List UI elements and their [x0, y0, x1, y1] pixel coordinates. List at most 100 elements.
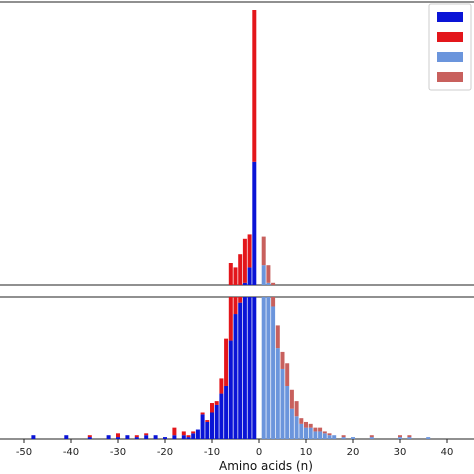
bar-pos-stack-x30-lower: [398, 435, 402, 438]
bar-pos-stack-x32-lower: [407, 435, 412, 438]
upper-panel: [0, 1, 474, 286]
legend-swatch-3: [437, 52, 463, 62]
bar-pos-stack-x5-lower: [280, 351, 285, 369]
legend-swatch-4: [437, 72, 463, 82]
bar-pos-base-x32-lower: [407, 437, 412, 439]
bar-neg-base-x-11-lower: [205, 421, 210, 439]
bar-neg-base-x-1-lower: [252, 297, 257, 439]
bar-neg-base-x-4-lower: [238, 302, 243, 439]
bar-pos-base-x9-lower: [299, 423, 304, 439]
bar-neg-stack-x-8-lower: [219, 378, 224, 394]
bar-neg-base-x-15-lower: [186, 437, 191, 439]
bar-pos-base-x18-lower: [341, 437, 346, 439]
lower-panel-bars: [31, 297, 431, 439]
bar-pos-stack-x12-lower: [313, 427, 318, 432]
x-axis-label: Amino acids (n): [219, 459, 313, 473]
bar-neg-base-x-7-lower: [224, 385, 229, 439]
bar-neg-stack-x-3-upper: [242, 238, 247, 283]
bar-pos-base-x7-lower: [289, 408, 294, 439]
bar-neg-base-x-26-lower: [134, 437, 139, 439]
bar-neg-stack-x-1-upper: [252, 10, 257, 162]
x-tick-label: -20: [157, 447, 173, 458]
bar-neg-base-x-3-lower: [242, 297, 247, 439]
bar-pos-stack-x7-lower: [289, 389, 294, 409]
bar-neg-stack-x-11-lower: [205, 420, 210, 422]
bar-neg-stack-x-14-lower: [191, 431, 196, 434]
bar-pos-stack-x14-lower: [322, 431, 327, 434]
bar-pos-base-x6-lower: [285, 385, 290, 439]
bar-pos-stack-x8-lower: [294, 401, 299, 417]
bar-neg-base-x-32-lower: [106, 435, 111, 439]
bar-pos-stack-x10-lower: [304, 421, 308, 428]
bar-neg-base-x-28-lower: [125, 435, 130, 439]
bar-neg-stack-x-6-lower: [228, 297, 233, 341]
bar-neg-base-x-22-lower: [153, 435, 158, 439]
bar-pos-stack-x6-lower: [285, 363, 290, 386]
bar-pos-base-x2-lower: [266, 297, 271, 439]
bar-pos-base-x14-lower: [322, 433, 327, 439]
legend-swatch-2: [437, 32, 463, 42]
bar-pos-stack-x2-upper: [266, 265, 271, 283]
bar-pos-base-x12-lower: [313, 431, 318, 439]
x-axis-ticks: -50 -40 -30 -20 -10 0 10 20 30 40: [16, 439, 453, 458]
x-tick-label: 0: [256, 447, 262, 458]
bar-pos-stack-x24-lower: [369, 435, 374, 438]
bar-neg-stack-x-5-lower: [233, 297, 238, 315]
bar-neg-stack-x-10-lower: [210, 403, 214, 413]
bar-neg-stack-x-18-lower: [172, 427, 177, 436]
bar-neg-base-x-6-lower: [228, 340, 233, 439]
bar-pos-base-x10-lower: [304, 427, 308, 439]
bar-neg-stack-x-6-upper: [228, 263, 233, 285]
bar-pos-stack-x3-upper: [271, 282, 276, 285]
bar-neg-base-x-2-upper: [247, 267, 252, 285]
bar-neg-base-x-36-lower: [87, 437, 92, 439]
bar-pos-base-x20-lower: [351, 437, 355, 439]
legend-swatch-1: [437, 12, 463, 22]
bar-pos-base-x1-upper: [261, 265, 266, 285]
bar-neg-base-x-3-upper: [242, 282, 247, 285]
bar-pos-base-x5-lower: [280, 368, 285, 439]
bar-neg-base-x-12-lower: [200, 414, 205, 439]
x-tick-label: -10: [204, 447, 220, 458]
bar-neg-stack-x-5-upper: [233, 267, 238, 285]
bar-neg-base-x-1-upper: [252, 161, 257, 285]
bar-pos-stack-x13-lower: [318, 427, 323, 432]
bar-pos-base-x30-lower: [398, 437, 402, 439]
bar-pos-base-x4-lower: [275, 348, 280, 439]
x-tick-label: 30: [394, 447, 407, 458]
x-tick-label: 20: [347, 447, 360, 458]
bar-neg-stack-x-2-upper: [247, 234, 252, 268]
bar-pos-base-x13-lower: [318, 431, 323, 439]
bar-neg-stack-x-15-lower: [186, 435, 191, 438]
bar-neg-base-x-8-lower: [219, 393, 224, 439]
bar-neg-base-x-16-lower: [181, 435, 186, 439]
bar-neg-base-x-13-lower: [195, 429, 200, 439]
bar-neg-stack-x-16-lower: [181, 431, 186, 436]
bar-neg-base-x-30-lower: [116, 437, 120, 439]
bar-pos-stack-x18-lower: [341, 435, 346, 438]
bar-neg-base-x-5-lower: [233, 314, 238, 439]
bar-pos-base-x3-lower: [271, 306, 276, 439]
bar-neg-stack-x-26-lower: [134, 435, 139, 438]
bar-neg-stack-x-36-lower: [87, 435, 92, 438]
legend-box: [428, 3, 472, 91]
bar-pos-stack-x15-lower: [327, 433, 332, 436]
bar-neg-stack-x-4-upper: [238, 254, 243, 285]
bar-neg-stack-x-12-lower: [200, 412, 205, 415]
bar-pos-base-x24-lower: [369, 437, 374, 439]
bar-neg-stack-x-4-lower: [238, 297, 243, 303]
bar-pos-base-x1-lower: [261, 297, 266, 439]
bar-pos-base-x16-lower: [332, 435, 337, 439]
x-tick-label: 10: [300, 447, 313, 458]
bar-neg-base-x-10-lower: [210, 412, 214, 439]
bar-neg-stack-x-24-lower: [144, 433, 149, 436]
bar-pos-base-x36-lower: [426, 437, 431, 439]
bar-neg-base-x-2-lower: [247, 297, 252, 439]
x-tick-label: -50: [16, 447, 32, 458]
bar-neg-base-x-24-lower: [144, 435, 149, 439]
bar-neg-base-x-18-lower: [172, 435, 177, 439]
bar-pos-stack-x3-lower: [271, 297, 276, 307]
bar-neg-stack-x-7-lower: [224, 338, 229, 386]
bar-neg-stack-x-30-lower: [116, 433, 120, 438]
